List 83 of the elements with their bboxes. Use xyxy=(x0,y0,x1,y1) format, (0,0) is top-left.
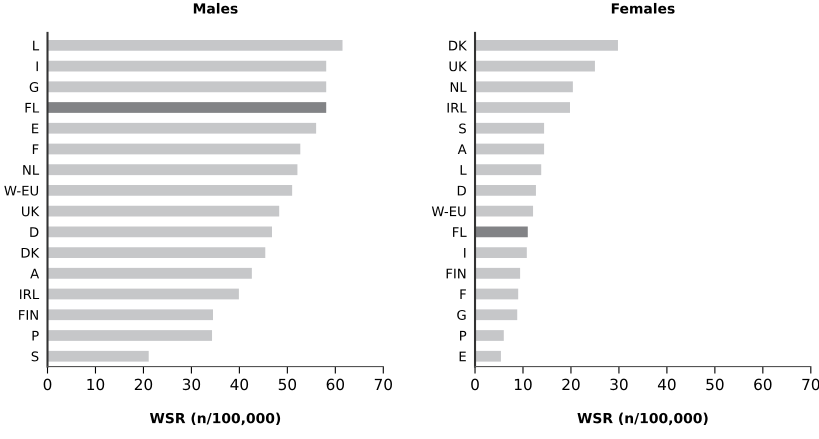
bar xyxy=(475,102,570,113)
y-tick-label: W-EU xyxy=(4,186,38,196)
x-tick-label: 50 xyxy=(278,378,296,390)
y-tick-label: A xyxy=(30,268,40,278)
y-tick-label: E xyxy=(32,124,38,134)
bar xyxy=(48,185,292,196)
bar xyxy=(48,350,149,362)
bar xyxy=(475,60,595,72)
y-tick-label: G xyxy=(30,82,38,92)
bar xyxy=(48,102,326,113)
x-tick-label: 60 xyxy=(754,378,772,390)
y-tick-label: NL xyxy=(23,165,40,175)
y-tick-label: FL xyxy=(26,102,40,113)
chart-title: Females xyxy=(612,2,675,14)
y-tick-label: D xyxy=(458,186,466,196)
bar xyxy=(475,288,518,300)
y-tick-label: P xyxy=(32,330,39,340)
y-tick-label: E xyxy=(460,352,466,362)
bar xyxy=(48,226,272,238)
x-tick-label: 40 xyxy=(658,378,676,390)
y-tick-label: UK xyxy=(22,206,40,216)
y-tick-label: S xyxy=(459,123,466,134)
bar xyxy=(48,40,343,51)
y-tick-label: G xyxy=(457,310,466,320)
y-tick-label: F xyxy=(460,289,466,300)
y-tick-label: A xyxy=(458,144,467,154)
bar xyxy=(475,185,536,196)
x-tick-label: 30 xyxy=(610,378,628,390)
x-tick-label: 50 xyxy=(706,378,724,390)
x-tick-label: 60 xyxy=(326,378,344,390)
chart-title: Males xyxy=(194,2,238,14)
bar xyxy=(475,330,504,341)
y-tick-label: FL xyxy=(453,227,467,237)
y-tick-label: P xyxy=(460,330,466,340)
bar xyxy=(475,81,573,92)
bar xyxy=(48,247,266,258)
x-tick-label: 20 xyxy=(562,378,580,390)
x-tick-label: 40 xyxy=(230,378,248,390)
y-tick-label: S xyxy=(32,351,38,362)
y-tick-label: IRL xyxy=(448,102,467,113)
y-tick-label: UK xyxy=(450,61,467,72)
x-tick-label: 0 xyxy=(44,378,52,390)
bar xyxy=(475,122,544,134)
x-axis-title: WSR (n/100,000) xyxy=(150,412,280,426)
y-tick-label: DK xyxy=(449,40,467,50)
y-tick-label: L xyxy=(33,40,40,50)
bar xyxy=(475,40,618,51)
x-tick-label: 20 xyxy=(134,378,152,390)
bar xyxy=(48,309,213,320)
bar xyxy=(475,206,534,217)
x-tick-label: 10 xyxy=(514,378,532,390)
y-tick-label: L xyxy=(460,165,467,175)
bar xyxy=(475,247,527,258)
bar xyxy=(48,144,300,154)
y-tick-label: W-EU xyxy=(432,206,466,216)
bar xyxy=(475,144,544,154)
bar xyxy=(48,288,239,300)
x-axis-title: WSR (n/100,000) xyxy=(577,412,708,426)
y-tick-label: NL xyxy=(450,82,467,92)
bar xyxy=(48,122,316,134)
y-tick-label: DK xyxy=(22,248,40,258)
y-tick-label: D xyxy=(30,227,38,237)
x-tick-label: 0 xyxy=(471,378,479,390)
y-tick-label: I xyxy=(36,61,38,72)
y-tick-label: IRL xyxy=(20,289,40,300)
bar xyxy=(48,206,280,217)
y-tick-label: FIN xyxy=(446,268,466,278)
bar xyxy=(48,164,298,176)
x-tick-label: 10 xyxy=(87,378,104,390)
y-tick-label: I xyxy=(464,248,466,258)
y-tick-label: F xyxy=(32,144,38,154)
bar xyxy=(475,309,518,320)
y-tick-label: FIN xyxy=(19,310,38,320)
bar xyxy=(48,330,212,341)
bar xyxy=(475,268,520,279)
x-tick-label: 30 xyxy=(182,378,200,390)
bar xyxy=(48,81,326,92)
x-tick-label: 70 xyxy=(374,378,392,390)
bar xyxy=(48,60,326,72)
bar xyxy=(48,268,252,279)
bar xyxy=(475,164,542,176)
bar xyxy=(475,350,501,362)
bar xyxy=(475,226,528,238)
